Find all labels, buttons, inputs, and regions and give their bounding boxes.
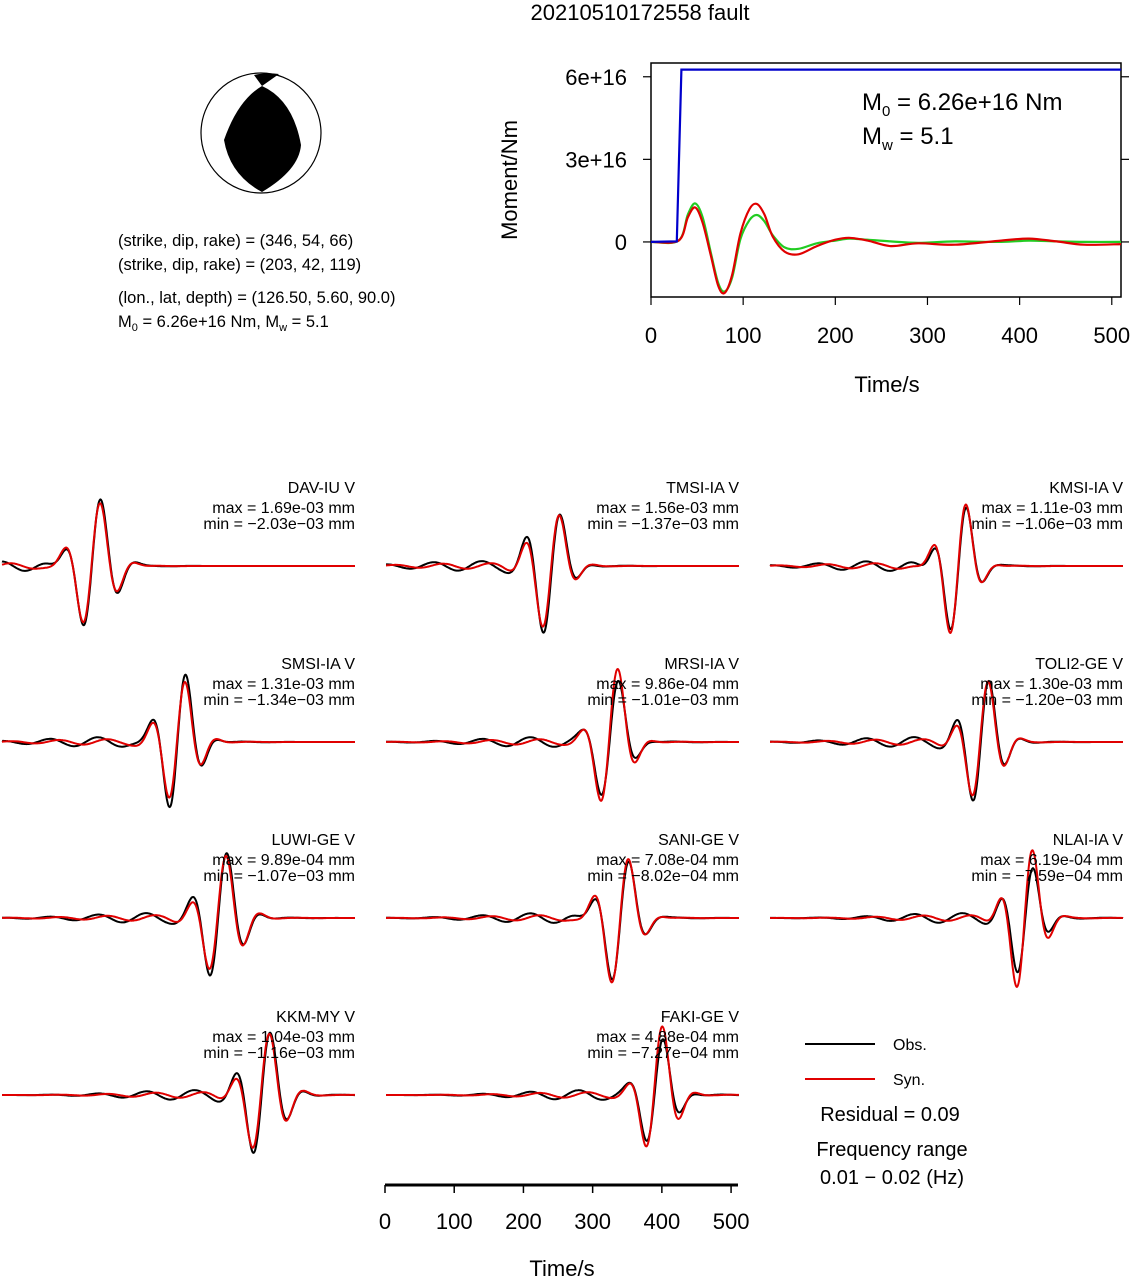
station-max: max = 1.11e-03 mm <box>981 500 1123 517</box>
station-max: max = 7.08e-04 mm <box>596 852 739 869</box>
station-name: MRSI-IA V <box>664 656 739 673</box>
moment-series-line <box>650 202 1122 293</box>
station-max: max = 9.86e-04 mm <box>596 676 739 693</box>
waveform-xlabel: Time/s <box>529 1256 594 1281</box>
moment-ytick-label: 6e+16 <box>565 65 627 90</box>
station-max: max = 1.04e-03 mm <box>212 1029 355 1046</box>
moment-xtick-label: 100 <box>725 323 762 348</box>
moment-ytick-label: 3e+16 <box>565 147 627 172</box>
station-name: SMSI-IA V <box>281 656 355 673</box>
moment-xlabel: Time/s <box>854 372 919 397</box>
moment-xtick-label: 500 <box>1093 323 1130 348</box>
plane-2-label: (strike, dip, rake) = (203, 42, 119) <box>118 256 361 274</box>
synthetic-waveform <box>385 858 739 984</box>
station-name: DAV-IU V <box>288 480 356 497</box>
moment-ytick-label: 0 <box>615 230 627 255</box>
station-min: min = −1.01e−03 mm <box>587 692 739 709</box>
figure-title: 20210510172558 fault <box>531 0 750 25</box>
moment-xtick-label: 0 <box>645 323 657 348</box>
legend-obs-label: Obs. <box>893 1037 927 1054</box>
moment-series-line <box>650 202 1122 295</box>
moment-xtick-label: 400 <box>1001 323 1038 348</box>
synthetic-waveform <box>769 680 1123 797</box>
moment-plot-frame <box>650 62 1122 298</box>
synthetic-waveform <box>385 1025 739 1148</box>
location-label: (lon., lat, depth) = (126.50, 5.60, 90.0… <box>118 289 395 307</box>
residual-label: Residual = 0.09 <box>820 1104 960 1126</box>
moment-chart: 0 100 200 300 400 500 0 3e+16 6e+16 Time/s Momen… <box>497 62 1130 397</box>
waveform-time-axis: 0 100 200 300 400 500 Time/s <box>379 1183 750 1281</box>
moment-m0-annotation: M0 = 6.26e+16 Nm <box>862 89 1062 120</box>
moment-ylabel: Moment/Nm <box>497 120 522 240</box>
station-max: max = 1.69e-03 mm <box>212 500 355 517</box>
station-name: TOLI2-GE V <box>1035 656 1123 673</box>
station-name: TMSI-IA V <box>666 480 739 497</box>
station-min: min = −1.20e−03 mm <box>971 692 1123 709</box>
station-min: min = −1.16e−03 mm <box>203 1045 355 1062</box>
station-name: KMSI-IA V <box>1049 480 1123 497</box>
station-name: KKM-MY V <box>276 1009 355 1026</box>
synthetic-waveform <box>385 514 739 628</box>
moment-summary-label: M0 = 6.26e+16 Nm, Mw = 5.1 <box>118 313 329 334</box>
station-min: min = −7.27e−04 mm <box>587 1045 739 1062</box>
station-min: min = −1.07e−03 mm <box>203 868 355 885</box>
station-max: max = 4.88e-04 mm <box>596 1029 739 1046</box>
station-min: min = −7.59e−04 mm <box>971 868 1123 885</box>
synthetic-waveform <box>769 503 1123 635</box>
frequency-value: 0.01 − 0.02 (Hz) <box>820 1167 964 1189</box>
synthetic-waveform <box>2 854 355 970</box>
station-max: max = 1.30e-03 mm <box>980 676 1123 693</box>
legend: Obs. Syn. Residual = 0.09 Frequency rang… <box>805 1037 968 1189</box>
synthetic-waveform <box>1 681 355 799</box>
frequency-title: Frequency range <box>816 1139 967 1161</box>
station-min: min = −1.34e−03 mm <box>203 692 355 709</box>
moment-xtick-label: 300 <box>909 323 946 348</box>
station-max: max = 1.31e-03 mm <box>212 676 355 693</box>
beachball-icon <box>200 72 322 194</box>
moment-mw-annotation: Mw = 5.1 <box>862 123 954 154</box>
waveform-xtick-label: 500 <box>713 1209 750 1234</box>
station-max: max = 9.89e-04 mm <box>212 852 355 869</box>
waveform-xtick-label: 200 <box>505 1209 542 1234</box>
moment-xtick-label: 200 <box>817 323 854 348</box>
station-name: SANI-GE V <box>658 832 739 849</box>
legend-syn-label: Syn. <box>893 1072 925 1089</box>
synthetic-waveform <box>386 668 739 802</box>
station-max: max = 6.19e-04 mm <box>980 852 1123 869</box>
station-name: LUWI-GE V <box>271 832 355 849</box>
synthetic-waveform <box>1 1032 355 1149</box>
station-min: min = −2.03e−03 mm <box>203 516 355 533</box>
waveform-xtick-label: 400 <box>644 1209 681 1234</box>
waveform-xtick-label: 100 <box>436 1209 473 1234</box>
station-max: max = 1.56e-03 mm <box>596 500 739 517</box>
station-min: min = −8.02e−04 mm <box>587 868 739 885</box>
synthetic-waveform <box>1 502 355 624</box>
moment-series-line <box>650 68 1121 243</box>
station-name: NLAI-IA V <box>1053 832 1124 849</box>
waveform-xtick-label: 300 <box>574 1209 611 1234</box>
station-name: FAKI-GE V <box>661 1009 740 1026</box>
station-min: min = −1.37e−03 mm <box>587 516 739 533</box>
plane-1-label: (strike, dip, rake) = (346, 54, 66) <box>118 232 353 250</box>
station-min: min = −1.06e−03 mm <box>971 516 1123 533</box>
waveform-xtick-label: 0 <box>379 1209 391 1234</box>
synthetic-waveform <box>770 849 1124 988</box>
mechanism-info: (strike, dip, rake) = (346, 54, 66) (str… <box>118 232 395 334</box>
